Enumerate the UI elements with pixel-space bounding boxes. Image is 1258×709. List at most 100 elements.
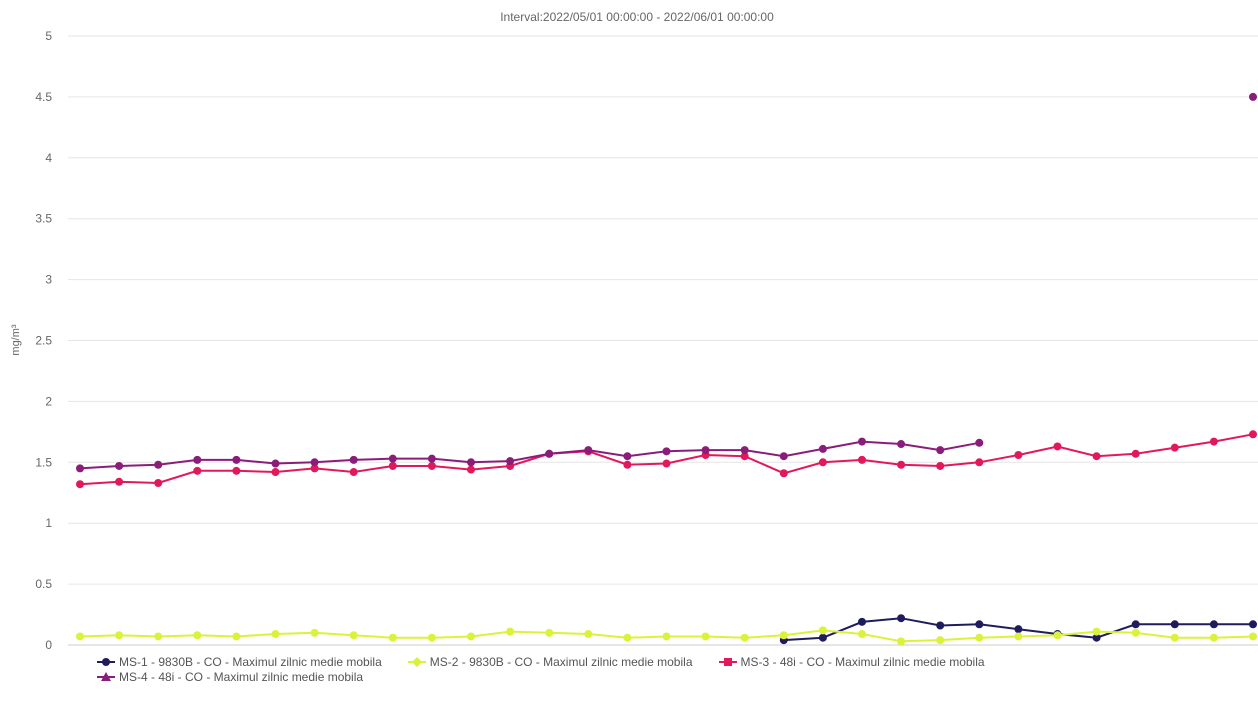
data-point[interactable] xyxy=(1014,632,1023,641)
data-point[interactable] xyxy=(975,633,984,642)
data-point[interactable] xyxy=(740,633,749,642)
data-point[interactable] xyxy=(1014,625,1023,634)
data-point[interactable] xyxy=(662,447,671,456)
data-point[interactable] xyxy=(936,446,945,455)
data-point[interactable] xyxy=(154,479,163,488)
legend-item-3[interactable]: MS-3 - 48i - CO - Maximul zilnic medie m… xyxy=(718,655,985,669)
data-point[interactable] xyxy=(154,460,163,469)
data-point[interactable] xyxy=(897,614,906,623)
data-point[interactable] xyxy=(623,460,632,469)
data-point[interactable] xyxy=(349,631,358,640)
data-point[interactable] xyxy=(76,464,84,473)
data-point[interactable] xyxy=(467,632,475,641)
data-point[interactable] xyxy=(388,454,397,463)
data-point[interactable] xyxy=(897,637,906,646)
data-point[interactable] xyxy=(818,458,827,467)
data-point[interactable] xyxy=(1209,620,1218,629)
data-point[interactable] xyxy=(975,458,984,467)
data-point[interactable] xyxy=(1170,443,1179,452)
data-point[interactable] xyxy=(584,630,593,639)
data-point[interactable] xyxy=(975,438,984,447)
data-point[interactable] xyxy=(76,480,84,489)
data-point[interactable] xyxy=(232,455,241,464)
data-point[interactable] xyxy=(232,466,241,475)
data-point[interactable] xyxy=(115,477,124,486)
data-point[interactable] xyxy=(427,454,436,463)
data-point[interactable] xyxy=(779,452,788,461)
data-point[interactable] xyxy=(1131,620,1140,629)
data-point[interactable] xyxy=(310,464,319,473)
data-point[interactable] xyxy=(388,633,397,642)
data-point[interactable] xyxy=(193,466,202,475)
data-point[interactable] xyxy=(1092,627,1101,636)
data-point[interactable] xyxy=(701,632,710,641)
data-point[interactable] xyxy=(936,636,945,645)
data-point[interactable] xyxy=(662,459,671,468)
data-point[interactable] xyxy=(427,461,436,470)
data-point[interactable] xyxy=(271,630,280,639)
data-point[interactable] xyxy=(818,444,827,453)
data-point[interactable] xyxy=(858,617,866,626)
data-point[interactable] xyxy=(388,461,397,470)
data-point[interactable] xyxy=(623,633,632,642)
data-point[interactable] xyxy=(545,628,554,637)
data-point[interactable] xyxy=(1249,620,1257,629)
data-point[interactable] xyxy=(818,626,827,635)
data-point[interactable] xyxy=(936,621,945,630)
data-point[interactable] xyxy=(349,468,358,477)
data-point[interactable] xyxy=(115,461,124,470)
data-point[interactable] xyxy=(897,440,906,449)
data-point[interactable] xyxy=(740,452,749,461)
data-point[interactable] xyxy=(154,632,163,641)
data-point[interactable] xyxy=(1209,437,1218,446)
y-tick-label: 0.5 xyxy=(35,577,52,591)
data-point[interactable] xyxy=(1053,442,1062,451)
data-point[interactable] xyxy=(1249,632,1257,641)
data-point[interactable] xyxy=(271,459,280,468)
data-point[interactable] xyxy=(1131,449,1140,458)
data-point[interactable] xyxy=(271,468,280,477)
data-point[interactable] xyxy=(779,631,788,640)
data-point[interactable] xyxy=(506,627,515,636)
data-point[interactable] xyxy=(1131,628,1140,637)
legend-item-2[interactable]: MS-2 - 9830B - CO - Maximul zilnic medie… xyxy=(407,655,693,669)
data-point[interactable] xyxy=(1014,450,1023,459)
data-point[interactable] xyxy=(232,632,241,641)
data-point[interactable] xyxy=(1170,620,1179,629)
data-point[interactable] xyxy=(818,633,827,642)
data-point[interactable] xyxy=(1249,430,1257,439)
data-point[interactable] xyxy=(115,631,124,640)
data-point[interactable] xyxy=(623,452,632,461)
data-point[interactable] xyxy=(193,455,202,464)
data-point[interactable] xyxy=(975,620,984,629)
legend-item-4[interactable]: MS-4 - 48i - CO - Maximul zilnic medie m… xyxy=(97,670,363,684)
data-point[interactable] xyxy=(545,449,554,458)
data-point[interactable] xyxy=(1092,452,1101,461)
data-point[interactable] xyxy=(1092,633,1101,642)
data-point[interactable] xyxy=(701,446,710,455)
data-point[interactable] xyxy=(1053,631,1062,640)
data-point[interactable] xyxy=(1249,92,1257,101)
data-point[interactable] xyxy=(467,458,475,467)
data-point[interactable] xyxy=(193,631,202,640)
data-point[interactable] xyxy=(1170,633,1179,642)
data-point[interactable] xyxy=(897,460,906,469)
legend-item-1[interactable]: MS-1 - 9830B - CO - Maximul zilnic medie… xyxy=(97,655,382,669)
data-point[interactable] xyxy=(76,632,84,641)
data-point[interactable] xyxy=(740,446,749,455)
data-point[interactable] xyxy=(467,465,475,474)
data-point[interactable] xyxy=(858,630,866,639)
data-point[interactable] xyxy=(349,455,358,464)
data-point[interactable] xyxy=(1209,633,1218,642)
data-point[interactable] xyxy=(662,632,671,641)
data-point[interactable] xyxy=(427,633,436,642)
legend-label: MS-2 - 9830B - CO - Maximul zilnic medie… xyxy=(429,655,693,669)
data-point[interactable] xyxy=(584,446,593,455)
data-point[interactable] xyxy=(858,437,866,446)
data-point[interactable] xyxy=(858,455,866,464)
data-point[interactable] xyxy=(310,458,319,467)
data-point[interactable] xyxy=(936,461,945,470)
data-point[interactable] xyxy=(506,457,515,466)
data-point[interactable] xyxy=(779,469,788,478)
data-point[interactable] xyxy=(310,628,319,637)
